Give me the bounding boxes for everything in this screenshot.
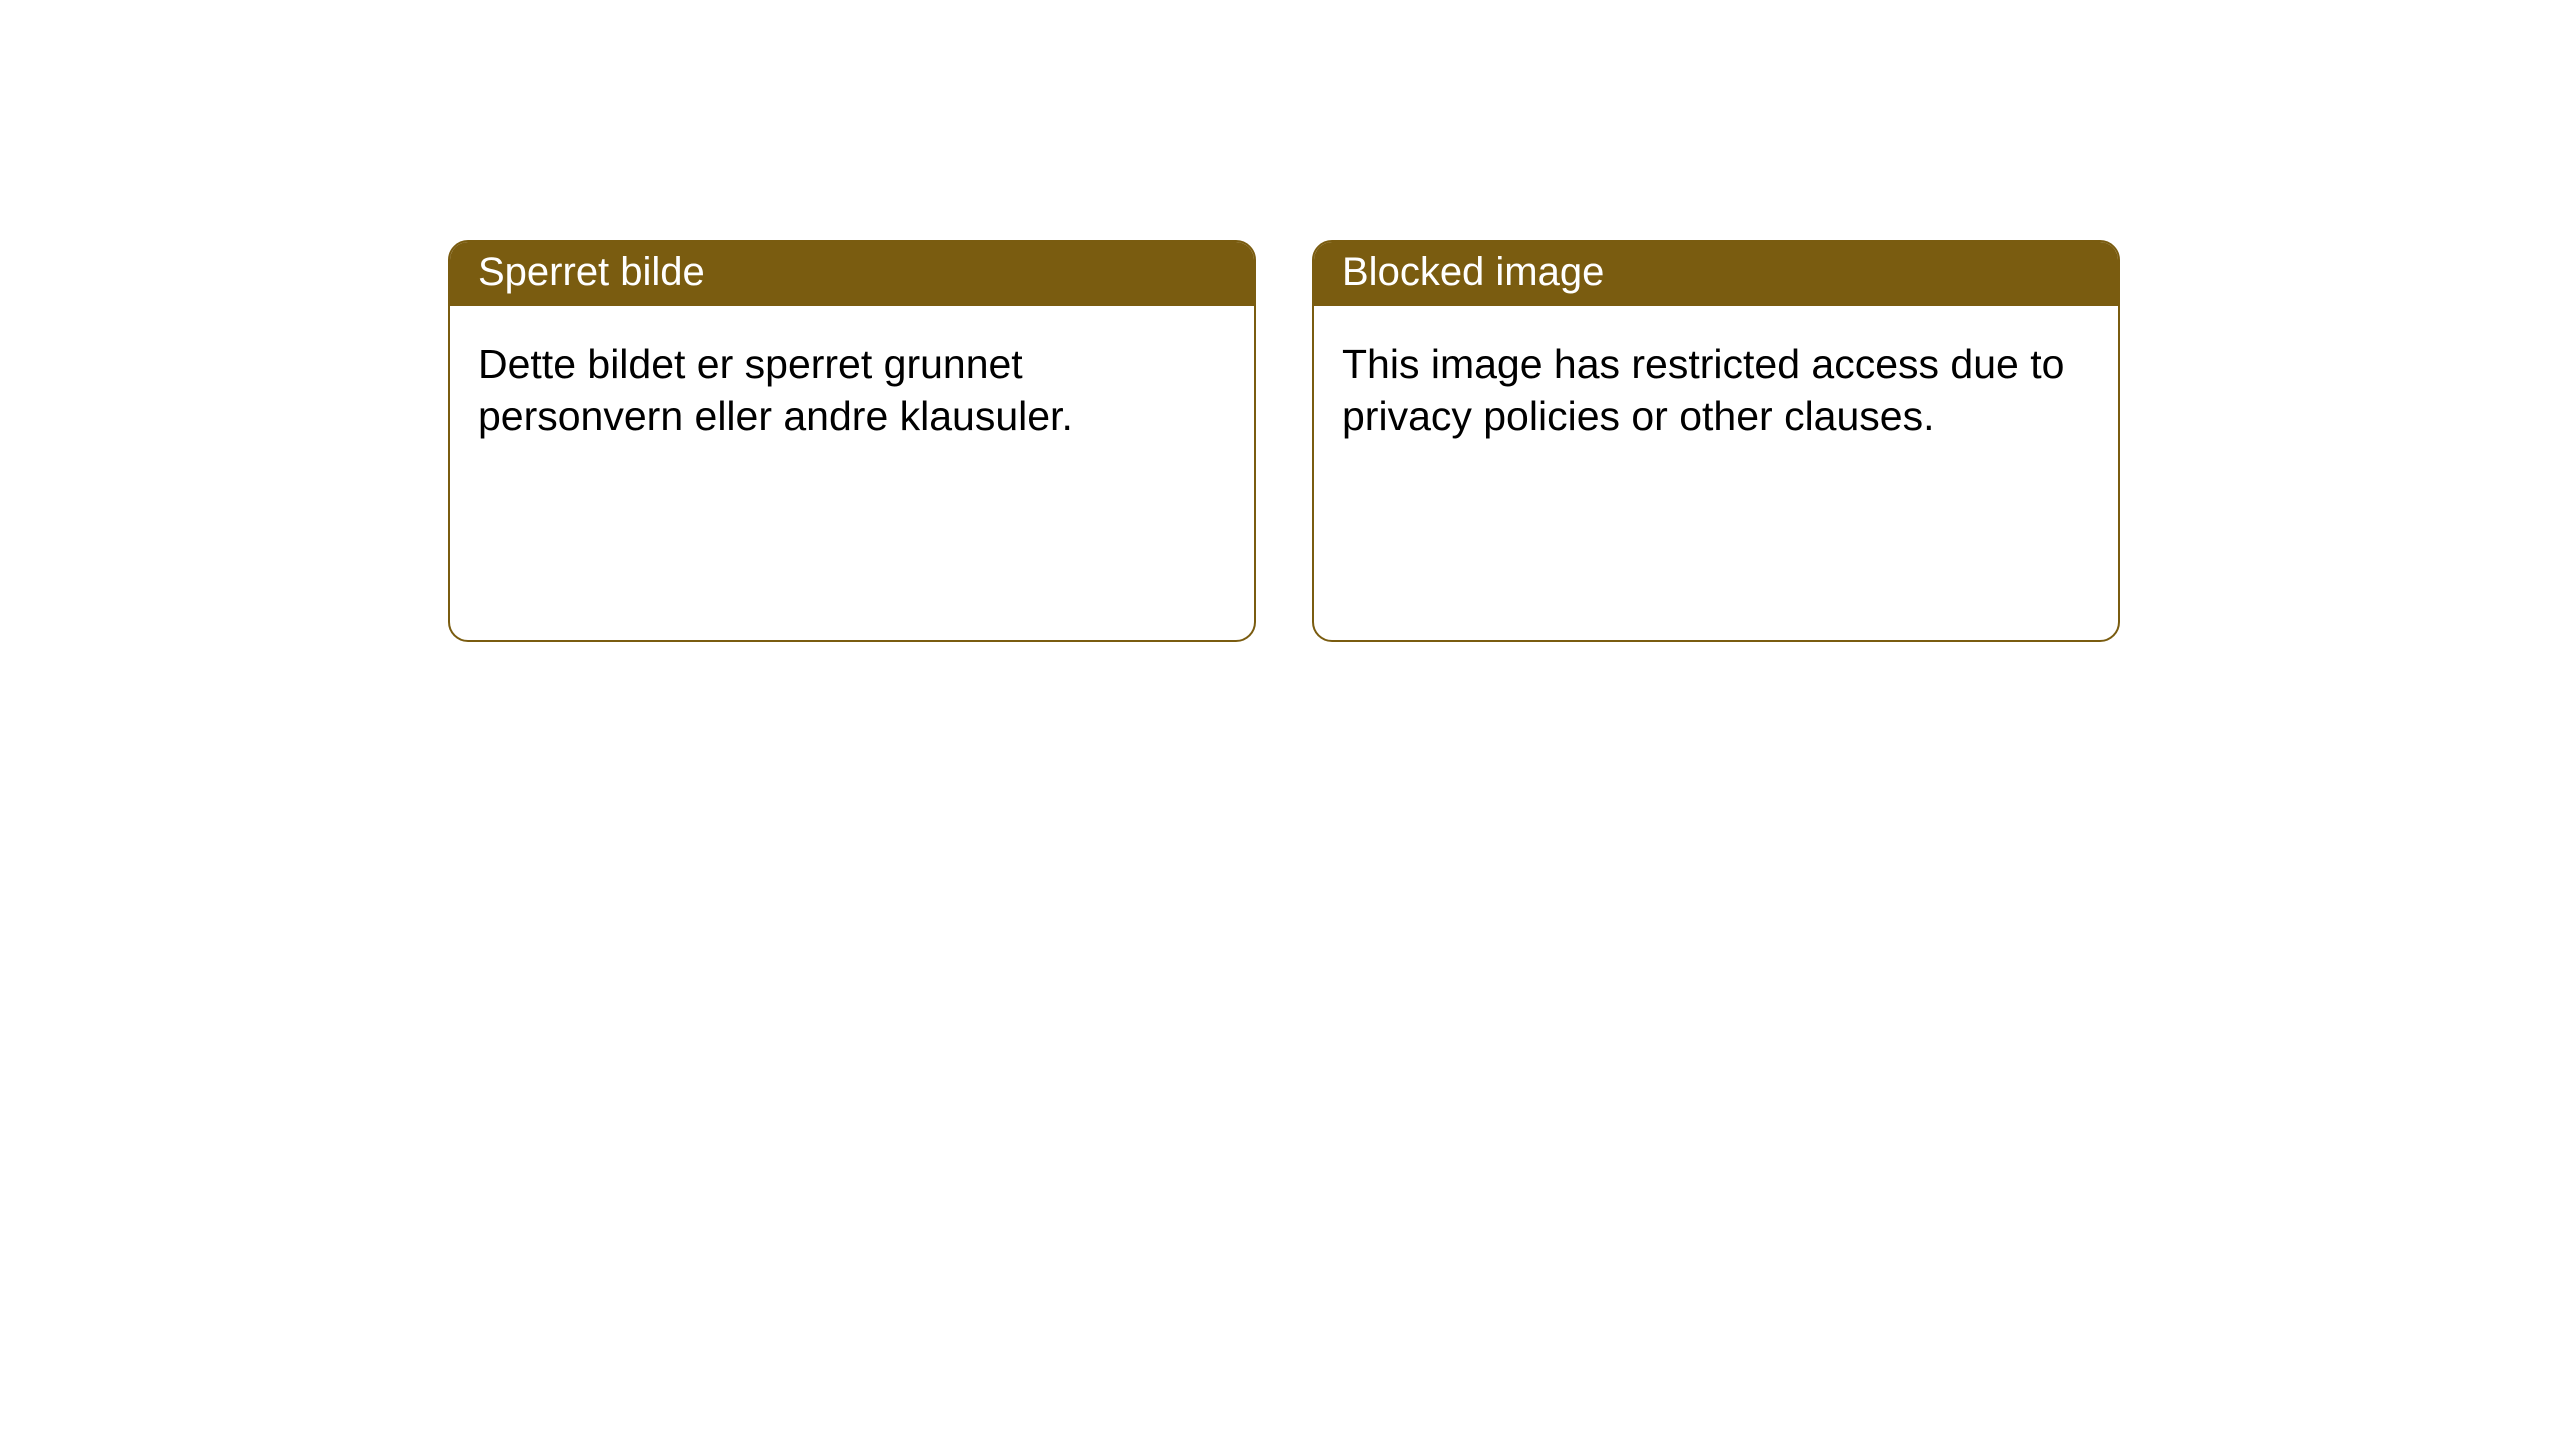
notice-card-body: This image has restricted access due to … xyxy=(1314,306,2118,640)
notice-card-title: Blocked image xyxy=(1314,242,2118,306)
notice-card-english: Blocked image This image has restricted … xyxy=(1312,240,2120,642)
notice-card-norwegian: Sperret bilde Dette bildet er sperret gr… xyxy=(448,240,1256,642)
notice-card-body: Dette bildet er sperret grunnet personve… xyxy=(450,306,1254,640)
notice-card-title: Sperret bilde xyxy=(450,242,1254,306)
notice-cards-container: Sperret bilde Dette bildet er sperret gr… xyxy=(448,240,2120,642)
